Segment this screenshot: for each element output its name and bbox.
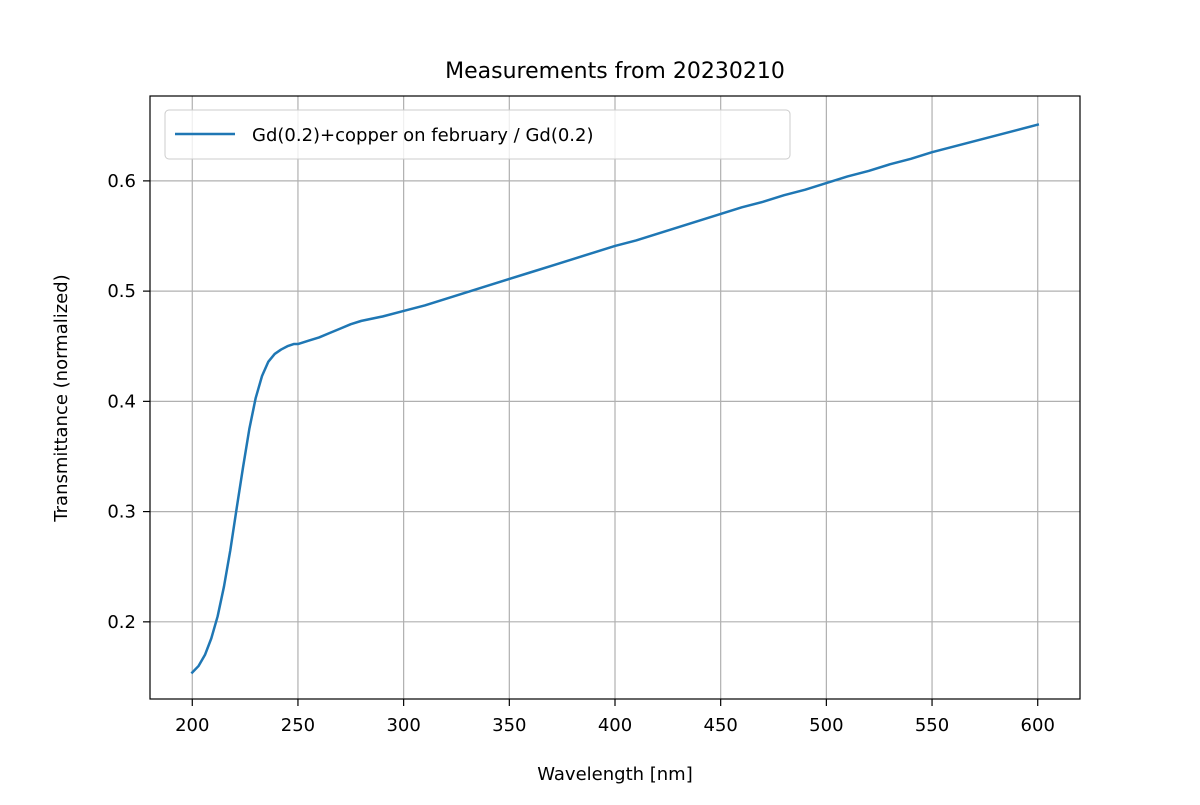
ticks: 200 250 300 350 400 450 500 550 600 0.2 0.3 0.4 0.5 0… <box>107 171 1055 736</box>
x-tick-label: 550 <box>915 715 949 736</box>
series-layer <box>190 123 1040 675</box>
chart-title: Measurements from 20230210 <box>445 59 785 84</box>
y-axis-label: Transmittance (normalized) <box>51 274 72 522</box>
y-tick-label: 0.3 <box>107 502 136 523</box>
y-tick-label: 0.5 <box>107 281 136 302</box>
legend: Gd(0.2)+copper on february / Gd(0.2) <box>164 109 791 160</box>
x-tick-label: 350 <box>492 715 526 736</box>
y-tick-label: 0.2 <box>107 612 136 633</box>
y-tick-label: 0.6 <box>107 171 136 192</box>
series-line <box>190 123 1040 675</box>
legend-label: Gd(0.2)+copper on february / Gd(0.2) <box>252 125 594 146</box>
x-tick-label: 500 <box>809 715 843 736</box>
x-tick-label: 300 <box>386 715 420 736</box>
x-axis-label: Wavelength [nm] <box>537 764 693 785</box>
x-tick-label: 600 <box>1021 715 1055 736</box>
x-tick-label: 250 <box>281 715 315 736</box>
x-tick-label: 400 <box>598 715 632 736</box>
x-tick-label: 200 <box>175 715 209 736</box>
legend-box <box>164 109 791 160</box>
grid <box>150 96 1080 699</box>
y-tick-label: 0.4 <box>107 391 136 412</box>
x-tick-label: 450 <box>704 715 738 736</box>
